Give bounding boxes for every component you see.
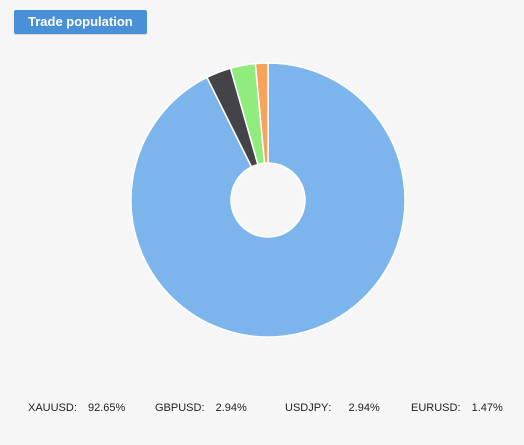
- trade-population-tab[interactable]: Trade population: [14, 10, 147, 34]
- pie-slice-eurusd[interactable]: [254, 62, 269, 164]
- legend-label: XAUUSD: [28, 402, 74, 414]
- legend-value: 2.94%: [215, 402, 247, 414]
- legend-value: 92.65%: [87, 402, 126, 414]
- legend-item-eurusd: EURUSD: 1.47%: [411, 402, 503, 414]
- chart-legend: XAUUSD: 92.65% GBPUSD: 2.94% USDJPY: 2.9…: [0, 402, 524, 418]
- legend-item-xauusd: XAUUSD: 92.65%: [28, 402, 126, 414]
- legend-label: USDJPY: [285, 402, 329, 414]
- legend-item-usdjpy: USDJPY: 2.94%: [285, 402, 380, 414]
- legend-value: 2.94%: [348, 402, 380, 414]
- legend-label: EURUSD: [411, 402, 458, 414]
- legend-label: GBPUSD: [155, 402, 202, 414]
- pie-slice-xauusd[interactable]: [130, 62, 406, 338]
- legend-item-gbpusd: GBPUSD: 2.94%: [155, 402, 247, 414]
- legend-value: 1.47%: [471, 402, 503, 414]
